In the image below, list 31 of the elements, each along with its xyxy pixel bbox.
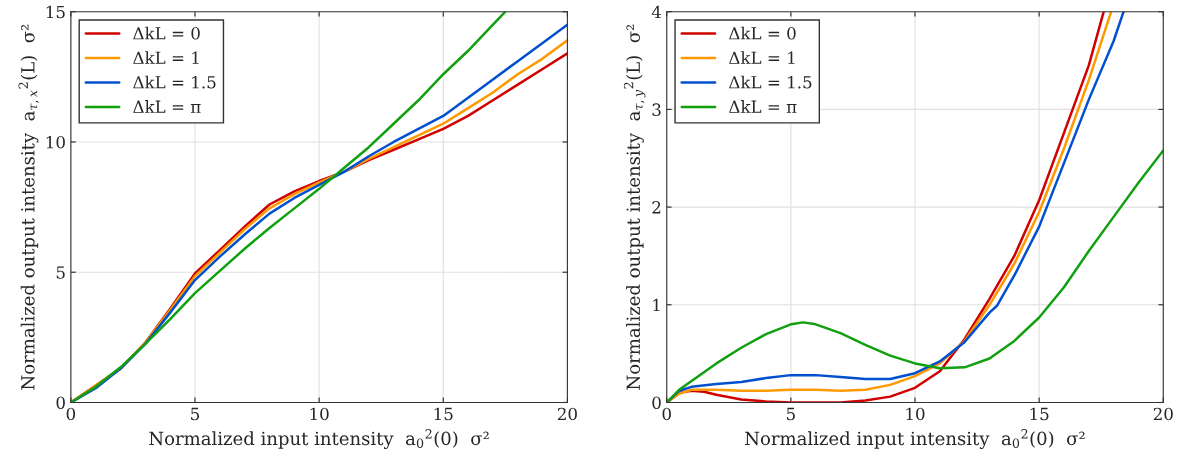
legend-label: ΔkL = 0 [729,26,796,40]
y-tick-label: 1 [653,298,660,312]
legend-label: ΔkL = 1 [133,51,199,64]
y-tick-label: 4 [651,5,662,19]
x-tick-label: 10 [906,407,925,421]
legend-label: ΔkL = 1.5 [729,75,812,89]
y-tick-label: 3 [652,103,661,116]
legend-label: ΔkL = 0 [133,26,200,40]
x-tick-label: 15 [1030,407,1049,421]
x-tick-label: 10 [310,407,329,421]
y-tick-label: 2 [652,201,661,214]
y-tick-label: 0 [652,396,661,410]
x-tick-label: 5 [786,407,795,421]
x-axis-title: Normalized input intensity a$_{0}$$^{2}$(0) σ² [745,429,1085,449]
legend-label: ΔkL = 1 [729,51,795,64]
y-tick-label: 0 [56,396,65,410]
y-tick-label: 5 [56,266,65,279]
x-tick-label: 15 [434,407,453,421]
legend-label: ΔkL = 1.5 [133,75,216,89]
y-tick-label: 10 [46,135,65,149]
y-axis-title: Normalized output intensity a$_{τ,x}$$^{2}$(L) σ² [18,24,39,390]
x-tick-label: 0 [662,407,671,421]
x-tick-label: 20 [1153,407,1173,421]
x-tick-label: 5 [191,407,200,421]
y-tick-label: 15 [46,5,65,19]
y-axis-title: Normalized output intensity a$_{τ,y}$$^{2}$(L) σ² [623,24,646,390]
x-axis-title: Normalized input intensity a$_{0}$$^{2}$(0) σ² [149,429,489,449]
legend-label: ΔkL = π [133,100,201,113]
x-tick-label: 0 [66,407,76,421]
x-tick-label: 20 [557,407,577,421]
legend-label: ΔkL = π [729,100,797,113]
